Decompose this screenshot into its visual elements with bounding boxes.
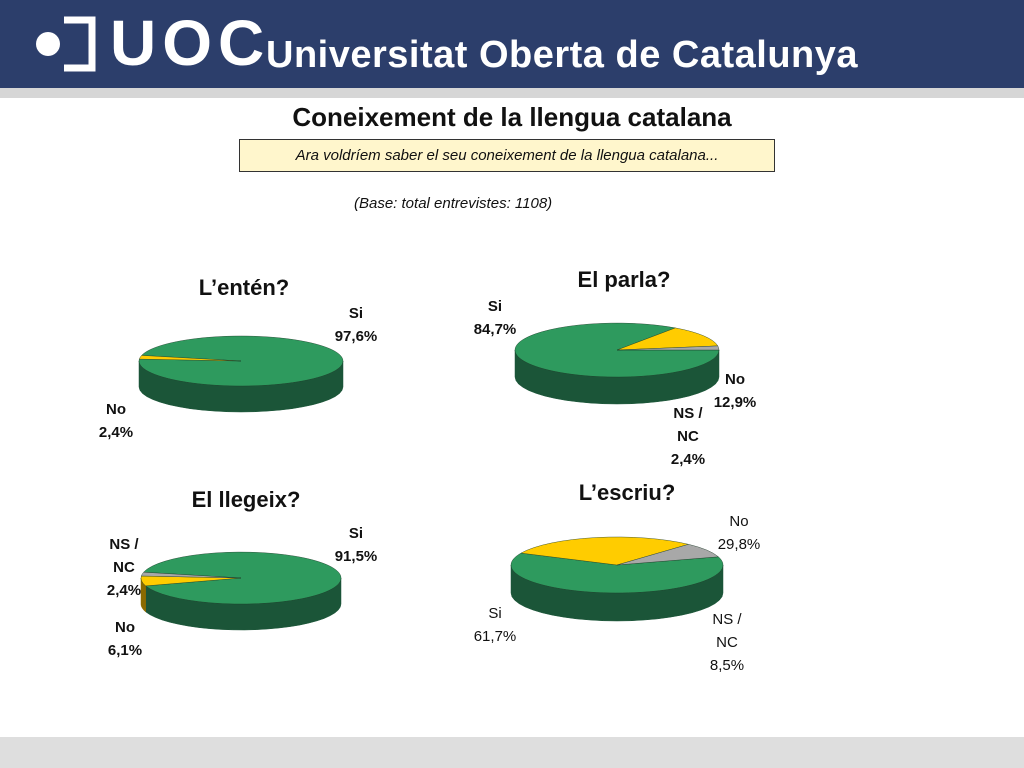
pie-slice-si bbox=[510, 552, 724, 594]
uoc-logo-icon bbox=[36, 16, 96, 72]
pie-slice-no bbox=[139, 355, 242, 362]
pie-chart-1: L’entén? Si 97,6% No 2,4% bbox=[99, 275, 377, 441]
base-note: (Base: total entrevistes: 1108) bbox=[354, 195, 553, 212]
logo-text: UOC bbox=[110, 7, 271, 79]
slice-label-si: Si 91,5% bbox=[335, 525, 378, 565]
slice-label-no: No 2,4% bbox=[99, 401, 133, 441]
slice-label-no: No 6,1% bbox=[108, 619, 142, 659]
chart-title: El llegeix? bbox=[192, 487, 301, 512]
pie-slice-ns-nc bbox=[141, 571, 242, 579]
pie-chart-4: L’escriu? Si 61,7% No 29,8% NS / NC 8,5% bbox=[474, 480, 761, 674]
pie-slice-no bbox=[616, 327, 719, 351]
slice-label-ns-nc: NS / NC 2,4% bbox=[671, 405, 705, 468]
question-box: Ara voldríem saber el seu coneixement de… bbox=[239, 139, 775, 172]
slice-label-si: Si 84,7% bbox=[474, 298, 517, 338]
slice-label-no: No 12,9% bbox=[714, 371, 757, 411]
slice-label-ns-nc: NS / NC 8,5% bbox=[710, 611, 744, 674]
chart-title: El parla? bbox=[578, 267, 671, 292]
organization-name: Universitat Oberta de Catalunya bbox=[266, 34, 859, 76]
charts-canvas: L’entén? Si 97,6% No 2,4% El parla? Si 84,7% No 1… bbox=[99, 267, 761, 674]
pie-slice-no bbox=[520, 536, 690, 566]
pie-slice-ns-nc bbox=[616, 345, 720, 351]
page-title: Coneixement de la llengua catalana bbox=[292, 102, 732, 132]
chart-title: L’entén? bbox=[199, 275, 289, 300]
header-divider bbox=[0, 88, 1024, 98]
pie-chart-2: El parla? Si 84,7% No 12,9% NS / NC 2,4% bbox=[474, 267, 757, 468]
pie-slice-si bbox=[143, 551, 342, 605]
pie-chart-3: El llegeix? Si 91,5% No 6,1% NS / NC 2,4% bbox=[107, 487, 377, 659]
slice-label-si: Si 61,7% bbox=[474, 605, 517, 645]
chart-title: L’escriu? bbox=[579, 480, 676, 505]
slice-label-no: No 29,8% bbox=[718, 513, 761, 553]
header-bar: UOC Universitat Oberta de Catalunya bbox=[0, 0, 1024, 88]
pie-slice-ns-nc bbox=[616, 544, 719, 566]
footer-bar bbox=[0, 737, 1024, 768]
slice-label-si: Si 97,6% bbox=[335, 305, 378, 345]
slice-label-ns-nc: NS / NC 2,4% bbox=[107, 536, 141, 599]
